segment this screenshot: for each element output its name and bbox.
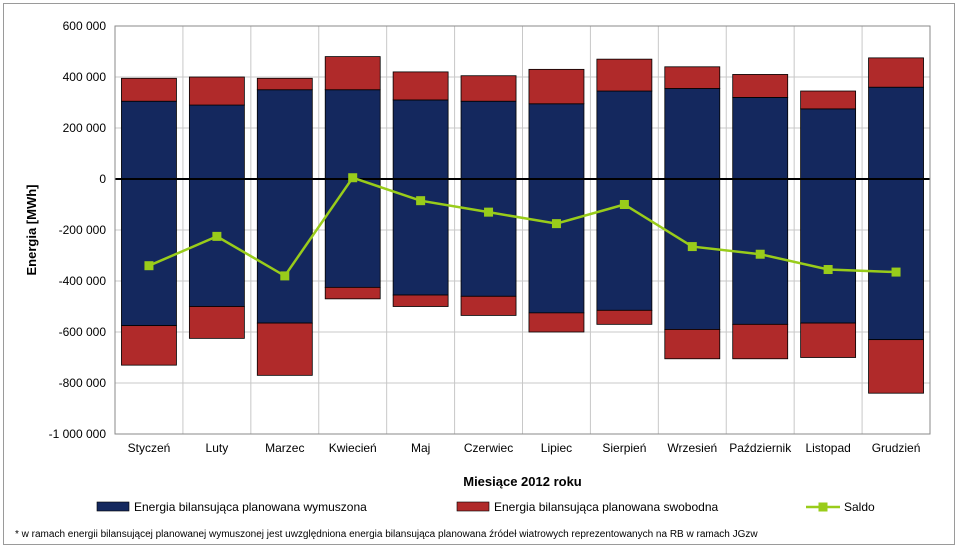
- saldo-point: [416, 196, 426, 206]
- saldo-point: [823, 265, 833, 275]
- bar-free-positive: [596, 58, 653, 92]
- saldo-point: [619, 200, 629, 209]
- gridlines: [115, 25, 930, 435]
- x-tick-label: Wrzesień: [667, 441, 717, 455]
- bar-forced-positive: [256, 89, 313, 180]
- x-tick-label: Grudzień: [872, 441, 921, 455]
- bar-forced-negative: [256, 178, 313, 324]
- legend-label-saldo: Saldo: [844, 500, 875, 514]
- y-tick-label: -800 000: [59, 376, 107, 390]
- legend-marker-saldo: [818, 502, 828, 512]
- saldo-point: [348, 173, 358, 183]
- saldo-line: [148, 176, 897, 278]
- chart-frame: [3, 3, 955, 545]
- saldo-point: [280, 271, 290, 281]
- bar-forced-negative: [324, 178, 381, 288]
- bar-forced-positive: [868, 86, 924, 180]
- saldo-point: [891, 267, 901, 277]
- saldo-point: [755, 249, 765, 259]
- bar-free-positive: [256, 77, 313, 91]
- x-tick-label: Kwiecień: [329, 441, 377, 455]
- saldo-point: [212, 231, 222, 241]
- bar-free-negative: [188, 306, 245, 339]
- bar-free-negative: [732, 323, 789, 360]
- y-tick-label: 400 000: [63, 70, 107, 84]
- bar-free-negative: [256, 322, 313, 376]
- footnote: * w ramach energii bilansującej planowan…: [15, 529, 758, 540]
- bar-free-negative: [664, 329, 721, 360]
- plot-area: [114, 25, 931, 435]
- bar-free-positive: [188, 76, 245, 106]
- legend-swatch-free: [456, 501, 490, 512]
- bar-forced-negative: [868, 178, 924, 341]
- bar-free-negative: [460, 295, 517, 316]
- bars: [121, 56, 924, 394]
- bar-forced-negative: [188, 178, 245, 307]
- bar-free-positive: [664, 66, 721, 89]
- bar-forced-positive: [596, 90, 653, 180]
- x-tick-label: Listopad: [805, 441, 850, 455]
- bar-free-positive: [800, 90, 857, 110]
- saldo-point: [551, 219, 561, 229]
- bar-forced-positive: [392, 99, 449, 180]
- bar-free-positive: [868, 57, 924, 88]
- bar-free-negative: [121, 325, 177, 366]
- bar-free-positive: [528, 68, 585, 105]
- x-tick-label: Październik: [729, 441, 792, 455]
- bar-forced-positive: [121, 100, 177, 180]
- bar-forced-positive: [800, 108, 857, 180]
- saldo-point: [144, 261, 154, 271]
- y-axis-title: Energia [MWh]: [24, 185, 39, 276]
- legend-label-forced: Energia bilansująca planowana wymuszona: [134, 500, 367, 514]
- y-tick-label: -200 000: [59, 223, 107, 237]
- bar-forced-negative: [121, 178, 177, 327]
- legend-swatch-forced: [96, 501, 130, 512]
- bar-free-negative: [868, 339, 924, 394]
- x-axis-title: Miesiące 2012 roku: [463, 474, 582, 489]
- y-tick-label: -600 000: [59, 325, 107, 339]
- x-tick-label: Maj: [411, 441, 430, 455]
- saldo-point: [484, 207, 494, 217]
- y-tick-label: 0: [99, 172, 106, 186]
- bar-free-negative: [800, 322, 857, 358]
- x-tick-label: Marzec: [265, 441, 304, 455]
- x-tick-label: Luty: [206, 441, 229, 455]
- bar-free-positive: [121, 77, 177, 102]
- y-tick-labels: 600 000 400 000 200 000 0 -200 000 -400 000 -6…: [49, 19, 107, 441]
- legend-label-free: Energia bilansująca planowana swobodna: [494, 500, 718, 514]
- saldo-line-series: [144, 173, 901, 281]
- bar-forced-negative: [596, 178, 653, 311]
- legend: Energia bilansująca planowana wymuszona …: [96, 500, 875, 514]
- bar-free-negative: [324, 286, 381, 300]
- bar-forced-positive: [460, 100, 517, 180]
- bar-forced-positive: [528, 103, 585, 180]
- bar-forced-negative: [664, 178, 721, 330]
- bar-forced-positive: [324, 89, 381, 180]
- bar-forced-negative: [528, 178, 585, 314]
- bar-forced-negative: [460, 178, 517, 297]
- bar-forced-positive: [732, 97, 789, 180]
- bar-free-positive: [460, 75, 517, 102]
- bar-free-negative: [528, 312, 585, 333]
- y-tick-label: -400 000: [59, 274, 107, 288]
- bar-free-negative: [392, 294, 449, 307]
- bar-free-positive: [324, 56, 381, 91]
- bar-free-negative: [596, 309, 653, 325]
- y-tick-label: 200 000: [63, 121, 107, 135]
- y-tick-label: -1 000 000: [49, 427, 107, 441]
- bar-forced-positive: [188, 104, 245, 180]
- x-tick-label: Czerwiec: [464, 441, 513, 455]
- y-tick-label: 600 000: [63, 19, 107, 33]
- bar-forced-negative: [800, 178, 857, 324]
- bar-free-positive: [732, 74, 789, 98]
- x-tick-label: Lipiec: [541, 441, 572, 455]
- saldo-point: [687, 242, 697, 252]
- x-tick-label: Styczeń: [128, 441, 171, 455]
- bar-free-positive: [392, 71, 449, 101]
- bar-forced-positive: [664, 88, 721, 180]
- x-tick-labels: Styczeń Luty Marzec Kwiecień Maj Czerwiec Lipi…: [128, 441, 921, 455]
- x-tick-label: Sierpień: [602, 441, 646, 455]
